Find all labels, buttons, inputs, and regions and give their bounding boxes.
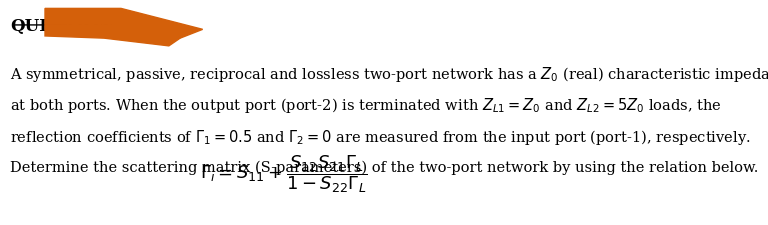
Polygon shape: [45, 26, 180, 47]
Text: $\Gamma_i = S_{11} + \dfrac{S_{12}S_{21}\Gamma_L}{1 - S_{22}\Gamma_L}$: $\Gamma_i = S_{11} + \dfrac{S_{12}S_{21}…: [200, 152, 368, 194]
Text: QUESTION: QUESTION: [10, 18, 114, 35]
Text: at both ports. When the output port (port-2) is terminated with $Z_{L1} = Z_0$ a: at both ports. When the output port (por…: [10, 96, 722, 115]
Polygon shape: [45, 9, 203, 39]
Text: A symmetrical, passive, reciprocal and lossless two-port network has a $Z_0$ (re: A symmetrical, passive, reciprocal and l…: [10, 64, 768, 83]
Text: Determine the scattering matrix (S-parameters) of the two-port network by using : Determine the scattering matrix (S-param…: [10, 160, 759, 174]
Text: reflection coefficients of $\Gamma_1 = 0.5$ and $\Gamma_2 = 0$ are measured from: reflection coefficients of $\Gamma_1 = 0…: [10, 128, 751, 147]
